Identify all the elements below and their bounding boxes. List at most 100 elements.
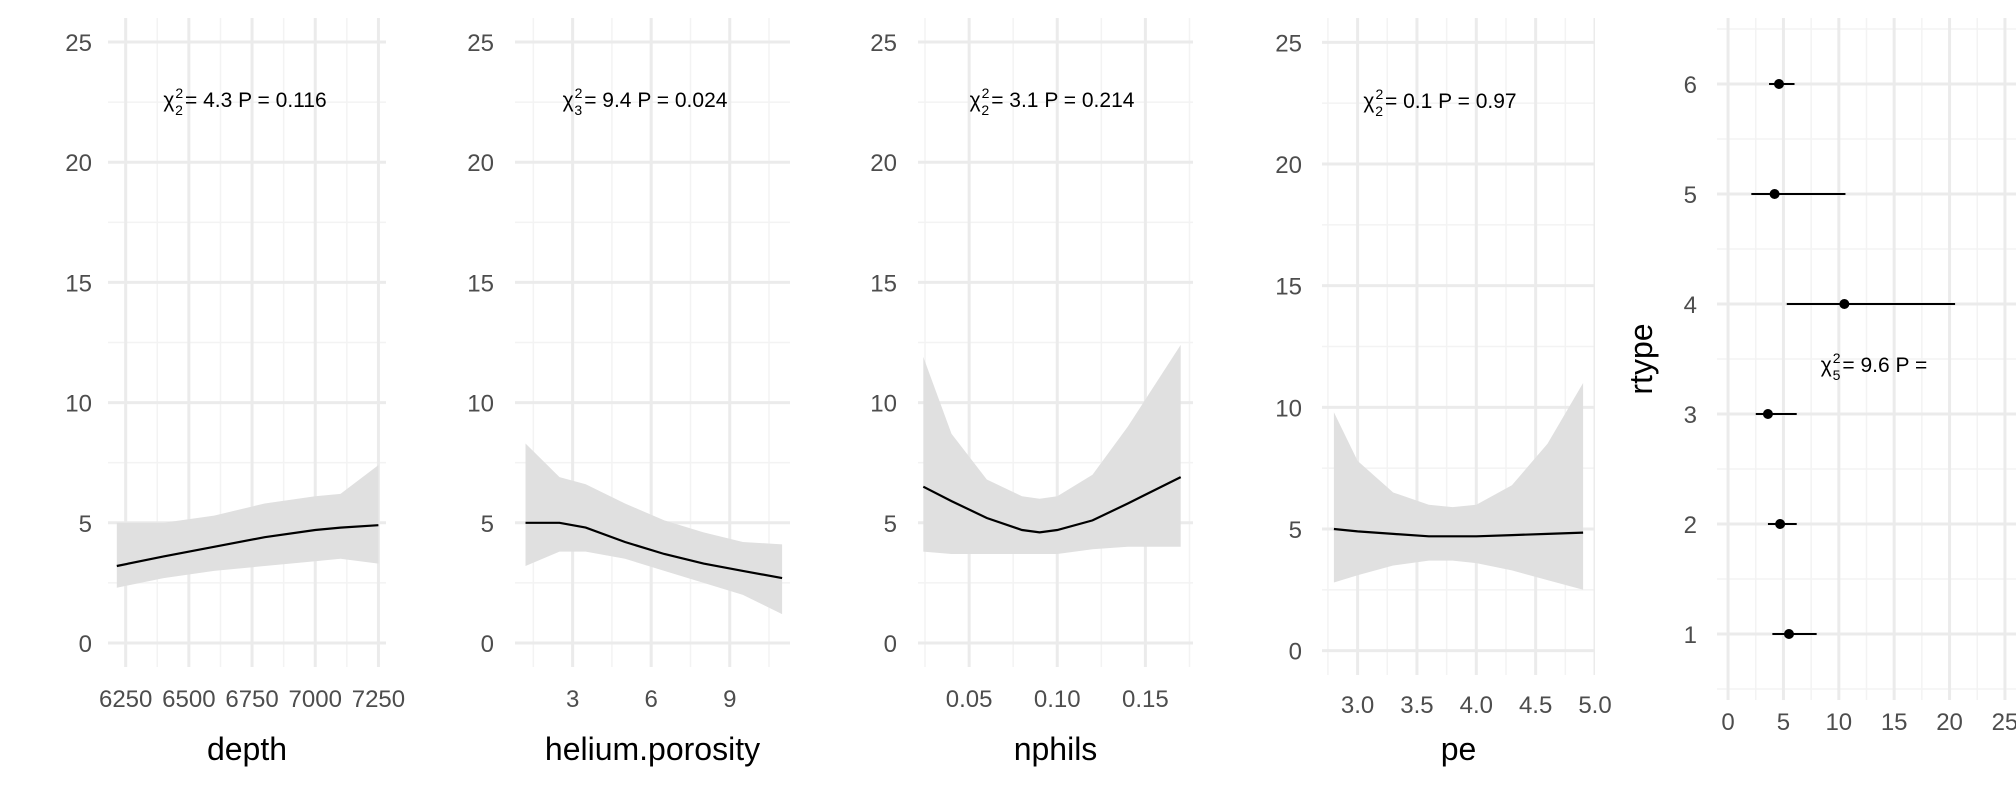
confidence-band	[1333, 383, 1584, 590]
y-tick-label: 20	[467, 150, 494, 177]
y-tick-label: 10	[1275, 395, 1302, 422]
stat-symbol: χ	[1821, 354, 1832, 377]
x-tick-label: 7000	[289, 686, 342, 713]
point-rtype-3	[1762, 409, 1773, 419]
point-rtype-6	[1774, 79, 1785, 89]
fit-line	[116, 524, 379, 568]
stat-symbol: χ	[163, 89, 174, 112]
y-tick-label: 3	[1684, 402, 1697, 429]
y-tick-label: 25	[1275, 30, 1302, 57]
stat-symbol: χ	[1363, 90, 1374, 113]
x-tick-label: 0.10	[1034, 686, 1081, 713]
stat-superscript: 2	[175, 85, 183, 101]
y-tick-label: 10	[870, 391, 897, 418]
stat-text: = 9.6 P =	[1842, 354, 1927, 377]
panel-1: 6250 6500 6750 7000 7250 0 5 10 15 20 25 depth χ2 2= …	[65, 18, 405, 767]
point-rtype-5	[1769, 189, 1780, 199]
y-axis-title: rtype	[1623, 323, 1659, 394]
grid-layer	[1717, 18, 2016, 700]
x-tick-label: 6250	[99, 686, 152, 713]
y-tick-label: 0	[884, 631, 897, 658]
x-axis-title: depth	[207, 731, 287, 767]
y-tick-label: 5	[1289, 517, 1302, 544]
point-rtype-4	[1839, 299, 1850, 309]
stat-text: = 9.4 P = 0.024	[584, 89, 728, 112]
x-axis-title: nphils	[1014, 731, 1098, 767]
stat-subscript: 2	[981, 102, 989, 118]
panel-3: 0.05 0.10 0.15 0 5 10 15 20 25 nphils χ2 2= 3.1 P =…	[870, 18, 1193, 767]
confidence-band	[923, 344, 1181, 554]
point-rtype-1	[1783, 629, 1794, 639]
x-axis-title: pe	[1441, 731, 1477, 767]
y-tick-label: 0	[1289, 639, 1302, 666]
stat-annotation-3: χ2 2= 3.1 P = 0.214	[970, 85, 1135, 118]
y-tick-label: 5	[1684, 182, 1697, 209]
stat-superscript: 2	[1375, 86, 1383, 102]
stat-annotation-5: χ2 5= 9.6 P =	[1821, 350, 1927, 383]
y-tick-label: 2	[1684, 512, 1697, 539]
y-tick-label: 15	[870, 270, 897, 297]
x-tick-label: 3.5	[1400, 692, 1433, 719]
fit-line	[1333, 527, 1584, 538]
stat-text: = 3.1 P = 0.214	[991, 89, 1135, 112]
x-tick-label: 5	[1777, 709, 1790, 736]
y-tick-label: 20	[870, 150, 897, 177]
fit-line	[525, 521, 783, 580]
x-tick-label: 4.0	[1460, 692, 1493, 719]
y-tick-label: 15	[1275, 274, 1302, 301]
y-tick-label: 15	[65, 270, 92, 297]
y-tick-label: 15	[467, 270, 494, 297]
x-tick-label: 15	[1881, 709, 1908, 736]
y-tick-label: 20	[65, 150, 92, 177]
x-tick-label: 20	[1936, 709, 1963, 736]
stat-annotation-2: χ2 3= 9.4 P = 0.024	[563, 85, 728, 118]
x-tick-label: 25	[1992, 709, 2016, 736]
x-tick-label: 7250	[352, 686, 405, 713]
y-tick-label: 25	[870, 30, 897, 57]
stat-annotation-1: χ2 2= 4.3 P = 0.116	[163, 85, 326, 118]
stat-subscript: 2	[175, 102, 183, 118]
stat-text: = 4.3 P = 0.116	[185, 89, 327, 112]
x-tick-label: 10	[1825, 709, 1852, 736]
y-tick-label: 20	[1275, 152, 1302, 179]
x-tick-label: 6750	[225, 686, 278, 713]
y-tick-label: 5	[79, 511, 92, 538]
x-tick-label: 3	[566, 686, 579, 713]
x-tick-label: 6	[645, 686, 658, 713]
stat-superscript: 2	[982, 85, 990, 101]
stat-text: = 0.1 P = 0.97	[1385, 90, 1517, 113]
x-tick-label: 5.0	[1578, 692, 1611, 719]
stat-superscript: 2	[1833, 350, 1841, 366]
data-layer	[1751, 79, 1956, 639]
x-tick-label: 0	[1721, 709, 1734, 736]
y-tick-label: 5	[481, 511, 494, 538]
fit-line	[922, 476, 1182, 534]
data-layer	[525, 443, 783, 615]
y-tick-label: 1	[1684, 622, 1697, 649]
x-axis-title: helium.porosity	[545, 731, 760, 767]
stat-symbol: χ	[563, 89, 574, 112]
y-tick-label: 25	[467, 30, 494, 57]
x-tick-label: 0.15	[1122, 686, 1169, 713]
x-tick-label: 4.5	[1519, 692, 1552, 719]
x-tick-label: 9	[723, 686, 736, 713]
y-tick-label: 6	[1684, 72, 1697, 99]
confidence-band	[116, 465, 379, 588]
stat-subscript: 2	[1375, 103, 1383, 119]
y-tick-label: 0	[481, 631, 494, 658]
data-layer	[1333, 383, 1584, 590]
confidence-band	[525, 443, 783, 615]
stat-subscript: 5	[1833, 367, 1841, 383]
x-tick-label: 6500	[162, 686, 215, 713]
stat-subscript: 3	[574, 102, 582, 118]
point-rtype-2	[1775, 519, 1786, 529]
y-tick-label: 4	[1684, 292, 1697, 319]
y-tick-label: 10	[467, 391, 494, 418]
y-tick-label: 5	[884, 511, 897, 538]
stat-superscript: 2	[575, 85, 583, 101]
stat-symbol: χ	[970, 89, 981, 112]
y-tick-label: 10	[65, 391, 92, 418]
